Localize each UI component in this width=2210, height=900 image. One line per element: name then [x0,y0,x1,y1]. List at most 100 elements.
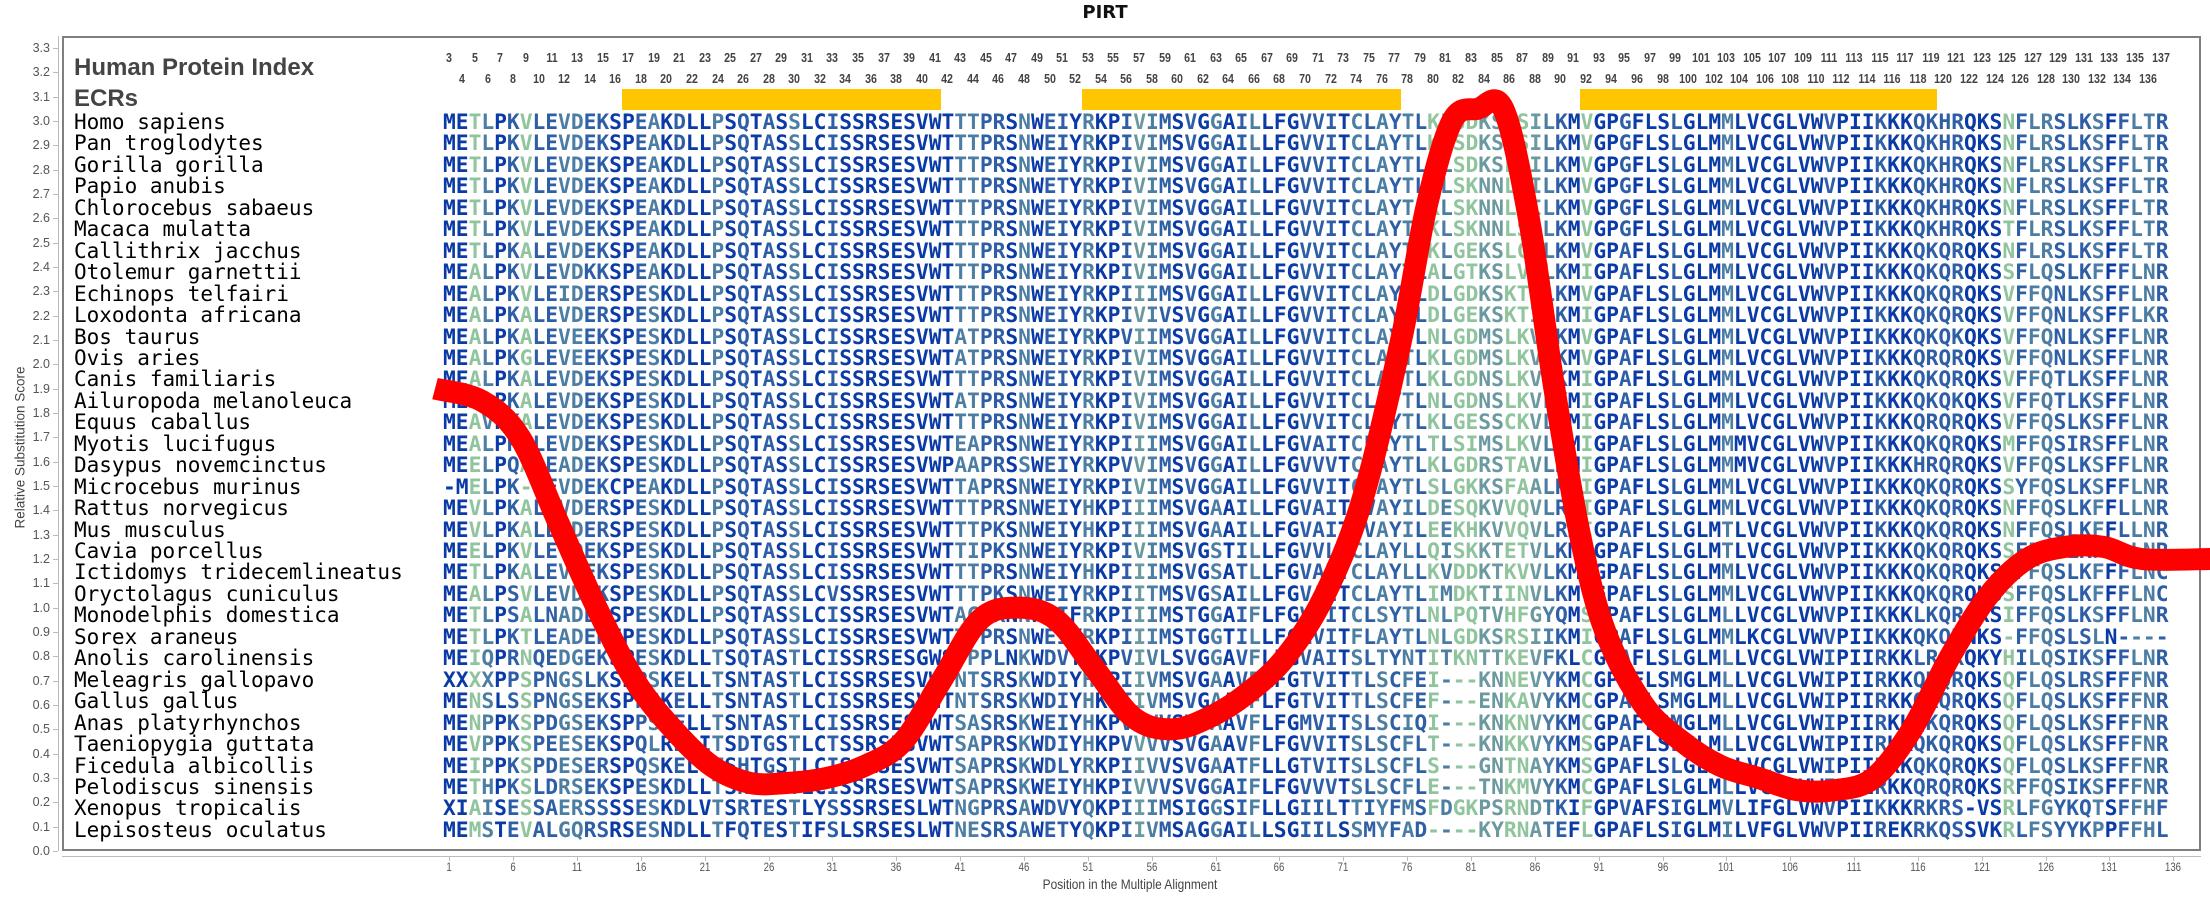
protein-index-number: 18 [635,72,647,86]
protein-index-number: 55 [1107,51,1120,65]
x-tick-label: 56 [1146,860,1158,874]
y-tick-mark [53,169,58,171]
y-tick-mark [53,291,58,293]
protein-index-number: 8 [510,72,517,86]
ecr-region-bar [1579,89,1938,110]
protein-index-number: 78 [1401,72,1414,86]
protein-index-number: 50 [1043,72,1056,86]
x-tick-label: 91 [1593,860,1605,874]
protein-index-number: 137 [2151,51,2170,65]
species-name: Oryctolagus cuniculus [74,581,340,606]
y-tick-mark [53,632,58,633]
y-tick-mark [53,48,58,49]
protein-index-number: 27 [749,51,762,65]
protein-index-number: 127 [2023,51,2042,65]
y-tick-label: 1.5 [32,479,50,493]
protein-index-number: 105 [1743,51,1761,65]
protein-index-number: 5 [471,51,478,65]
x-tick-label: 116 [1910,860,1926,874]
y-tick-label: 2.9 [32,138,50,153]
y-tick-label: 1.9 [32,381,50,396]
protein-index-number: 125 [1998,51,2017,65]
y-tick-label: 0.8 [32,649,50,664]
x-tick-mark [1662,856,1664,861]
species-name: Anolis carolinensis [74,646,315,671]
protein-index-number: 124 [1985,72,2004,86]
species-name: Echinops telfairi [74,281,289,306]
x-tick-label: 96 [1657,860,1668,874]
protein-index-number: 130 [2062,72,2081,86]
species-name: Pan troglodytes [74,131,264,156]
protein-index-number: 29 [775,51,788,65]
protein-index-number: 61 [1184,51,1196,65]
species-name: Sorex araneus [74,624,239,649]
species-name: Ficedula albicollis [74,753,315,778]
y-tick-label: 3.2 [32,65,50,80]
protein-index-number: 57 [1133,51,1145,65]
protein-index-number: 69 [1286,51,1299,65]
species-name: Anas platyrhynchos [74,710,302,735]
x-tick-label: 11 [572,860,583,874]
species-name: Taeniopygia guttata [74,732,315,757]
protein-index-number: 87 [1516,51,1528,65]
protein-index-number: 75 [1362,51,1375,65]
protein-index-number: 123 [1972,51,1991,65]
x-tick-label: 86 [1529,860,1541,874]
species-name: Homo sapiens [74,110,226,134]
y-tick-label: 1.6 [32,454,50,469]
protein-index-number: 98 [1656,72,1669,86]
protein-index-number: 53 [1081,51,1094,65]
species-name: Monodelphis domestica [74,603,340,628]
protein-index-number: 107 [1768,51,1787,65]
species-name: Cavia porcellus [74,539,264,563]
x-tick-label: 6 [510,860,516,874]
protein-index-number: 108 [1781,72,1800,86]
x-tick-mark [1917,856,1919,861]
x-tick-mark [577,856,579,861]
protein-index-number: 7 [497,51,504,65]
sequence-row: MENSLSSPNGSEKSPPSKELLTSNTASTLCISSRSESVWT… [443,689,2169,715]
protein-index-number: 86 [1503,72,1516,86]
x-tick-label: 31 [827,860,838,874]
y-tick-mark [53,72,58,74]
protein-index-number: 90 [1554,72,1567,86]
protein-index-number: 116 [1883,72,1901,86]
protein-index-number: 85 [1490,51,1503,65]
sequence-row: -MELPK-LEVDEKCPEAKDLLPSQTASSLCISSRSESVWT… [443,474,2169,500]
sequence-row: METLPKVLEVDEKSPEAKDLLPSQTASSLCISSRSESVWT… [443,195,2169,221]
protein-index-number: 89 [1541,51,1554,65]
protein-index-number: 65 [1235,51,1248,65]
protein-index-number: 24 [711,72,724,86]
y-tick-mark [53,145,58,147]
x-tick-mark [1151,856,1153,861]
species-name: Equus caballus [74,410,252,435]
protein-index-number: 97 [1643,51,1656,65]
y-tick-label: 1.7 [32,430,50,445]
y-tick-label: 0.2 [32,795,50,810]
y-tick-label: 1.2 [32,552,50,566]
sequence-row: MEALPKVLEIDERSPESKDLLPSQTASSLCISSRSESVWT… [443,281,2169,307]
protein-index-number: 70 [1299,72,1311,86]
y-tick-mark [53,218,58,220]
protein-index-number: 6 [484,72,491,86]
protein-index-number: 73 [1337,51,1350,65]
y-tick-mark [53,437,58,439]
sequence-row: METLPKVLEVDEKSPEAKDLLPSQTASSLCISSRSESVWT… [443,174,2169,200]
protein-index-number: 114 [1858,72,1876,86]
x-tick-label: 106 [1782,860,1799,874]
protein-index-number: 111 [1820,51,1837,65]
protein-index-number: 47 [1005,51,1018,65]
species-name: Gorilla gorilla [74,152,264,177]
protein-index-number: 112 [1832,72,1850,86]
y-tick-label: 0.0 [32,844,50,858]
protein-index-number: 84 [1477,72,1490,86]
protein-index-number: 14 [583,72,596,86]
y-tick-label: 2.6 [32,211,50,226]
ecr-region-bar [1081,89,1401,110]
x-tick-label: 36 [890,860,902,874]
protein-index-number: 43 [954,51,967,65]
species-name: Chlorocebus sabaeus [74,195,315,220]
protein-index-number: 71 [1311,51,1324,65]
protein-index-number: 51 [1056,51,1069,65]
